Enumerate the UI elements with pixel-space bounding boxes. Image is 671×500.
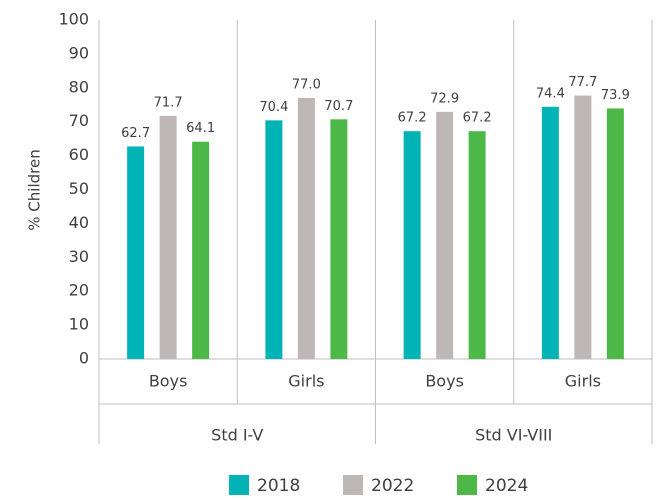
data-label: 77.0 [292,77,321,92]
bar [606,108,624,359]
legend-swatch [343,475,363,495]
y-tick-label: 10 [69,315,89,334]
bar [541,106,559,359]
x-tick-label: Girls [565,372,601,391]
data-label: 62.7 [121,126,150,141]
bar [127,146,145,359]
data-label: 64.1 [186,121,215,136]
y-tick-label: 100 [58,10,89,29]
data-label: 73.9 [601,88,630,103]
y-tick-label: 80 [69,77,89,96]
y-tick-label: 70 [69,111,89,130]
bar [192,141,210,359]
data-label: 77.7 [568,75,597,90]
y-tick-label: 0 [79,349,89,368]
bar [265,120,283,360]
data-label: 70.4 [259,100,288,115]
legend-label: 2022 [371,476,414,496]
legend-label: 2024 [485,476,528,496]
data-label: 67.2 [463,111,492,126]
data-label: 71.7 [154,95,183,110]
y-tick-label: 20 [69,281,89,300]
legend-swatch [457,475,477,495]
bar [403,131,421,359]
data-label: 72.9 [430,91,459,106]
x-tick-label: Girls [288,372,324,391]
data-label: 74.4 [536,86,565,101]
y-tick-label: 90 [69,43,89,62]
bar [330,119,348,360]
bar [574,95,592,360]
group-label: Std VI-VIII [475,426,552,445]
bar [297,97,315,359]
bar [159,115,177,359]
data-label: 67.2 [398,111,427,126]
bar [468,131,486,359]
y-axis-label: % Children [26,149,44,230]
x-tick-label: Boys [425,372,464,391]
y-tick-label: 50 [69,179,89,198]
x-tick-label: Boys [149,372,188,391]
y-tick-label: 40 [69,213,89,232]
group-label: Std I-V [211,426,263,445]
legend-label: 2018 [257,476,300,496]
data-label: 70.7 [324,99,353,114]
bar [436,111,454,359]
legend-swatch [229,475,249,495]
y-tick-label: 30 [69,247,89,266]
y-tick-label: 60 [69,145,89,164]
